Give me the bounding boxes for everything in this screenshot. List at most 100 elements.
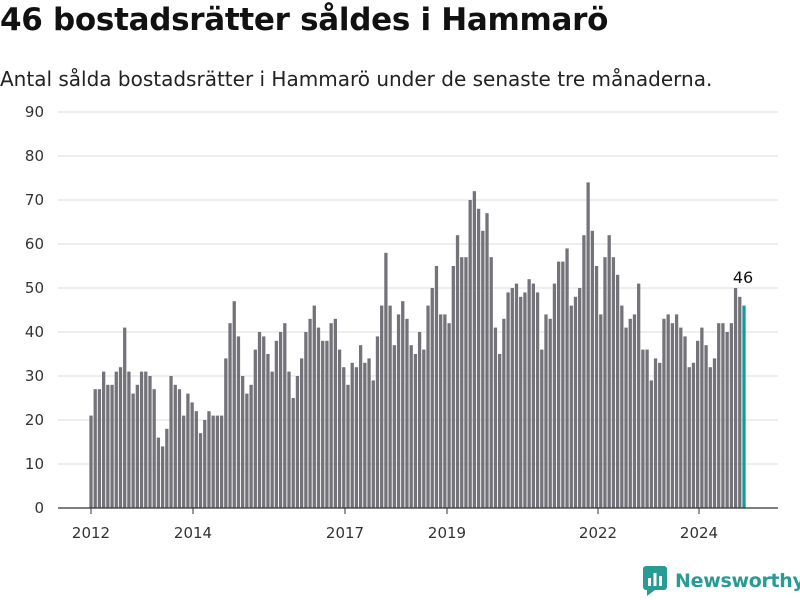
newsworthy-logo-icon (643, 566, 667, 596)
bar (274, 340, 279, 508)
bar (207, 411, 211, 508)
bar (683, 336, 687, 508)
bar (658, 362, 662, 508)
bar (283, 323, 287, 508)
bar (738, 296, 742, 508)
x-tick-label: 2014 (174, 524, 212, 542)
x-tick-label: 2024 (680, 524, 718, 542)
bar (717, 323, 721, 508)
bar (704, 345, 708, 508)
bar (430, 288, 434, 508)
y-tick-label: 40 (25, 323, 44, 341)
x-tick-label: 2019 (428, 524, 466, 542)
bar (674, 314, 679, 508)
bar (645, 349, 649, 508)
bar (405, 318, 409, 508)
bar (666, 314, 670, 508)
bar (358, 345, 363, 508)
brand-name: Newsworthy (675, 570, 800, 592)
bar (611, 257, 616, 508)
y-tick-label: 50 (25, 279, 44, 297)
bar (388, 305, 392, 508)
last-value-label: 46 (733, 268, 753, 287)
bar (342, 367, 346, 508)
bar (127, 371, 131, 508)
bar (468, 200, 472, 508)
bar (321, 340, 325, 508)
bar (687, 367, 691, 508)
bar (679, 327, 683, 508)
y-tick-label: 0 (34, 499, 44, 517)
bar (460, 257, 464, 508)
bar (123, 327, 127, 508)
bar (262, 336, 266, 508)
bar (253, 349, 257, 508)
bar (502, 318, 506, 508)
bar (434, 266, 439, 508)
bar (165, 428, 169, 508)
bar (620, 305, 624, 508)
bar (632, 314, 637, 508)
bar (561, 261, 565, 508)
bar (257, 332, 262, 508)
bar (110, 384, 114, 508)
bar (211, 415, 215, 508)
bar (472, 191, 477, 508)
bar (498, 354, 502, 508)
y-tick-label: 20 (25, 411, 44, 429)
bar (228, 323, 232, 508)
bar (447, 323, 451, 508)
bar (186, 393, 190, 508)
bar (670, 323, 675, 508)
bar-chart: 0 10 20 30 40 50 60 70 80 90 2012 2014 2017 2019 2022 2… (25, 103, 778, 542)
bar (573, 296, 578, 508)
bar (712, 358, 717, 508)
bar (603, 257, 607, 508)
bar (198, 433, 203, 508)
bar (708, 367, 712, 508)
bar (586, 182, 590, 508)
bar (519, 296, 523, 508)
bar (582, 235, 586, 508)
bar (725, 332, 729, 508)
bar (439, 314, 443, 508)
bar (531, 283, 535, 508)
bar (426, 305, 430, 508)
bar (333, 318, 337, 508)
bar (489, 257, 493, 508)
bar (396, 314, 401, 508)
bar (649, 380, 653, 508)
bar (287, 371, 291, 508)
bar (729, 323, 734, 508)
bar (544, 314, 548, 508)
bar (493, 327, 498, 508)
bar (308, 318, 312, 508)
bar (215, 415, 220, 508)
bar (451, 266, 455, 508)
bar (203, 420, 207, 508)
bar (624, 327, 628, 508)
bar (114, 371, 118, 508)
bar (236, 336, 241, 508)
bar (97, 389, 102, 508)
bar (363, 362, 367, 508)
bar (249, 384, 253, 508)
x-tick-label: 2017 (326, 524, 364, 542)
bar (173, 384, 177, 508)
bar (329, 323, 333, 508)
bar (118, 367, 123, 508)
y-tick-label: 30 (25, 367, 44, 385)
bar (93, 389, 97, 508)
chart-title: 46 bostadsrätter såldes i Hammarö (0, 2, 609, 38)
brand-logo[interactable]: Newsworthy (643, 566, 800, 596)
bar (316, 327, 321, 508)
bar (278, 332, 283, 508)
bar (401, 301, 405, 508)
bar (219, 415, 224, 508)
bar (375, 336, 380, 508)
chart-subtitle: Antal sålda bostadsrätter i Hammarö unde… (0, 67, 713, 91)
bar (599, 314, 603, 508)
bar (476, 208, 481, 509)
bar (232, 301, 236, 508)
bar (291, 398, 295, 508)
